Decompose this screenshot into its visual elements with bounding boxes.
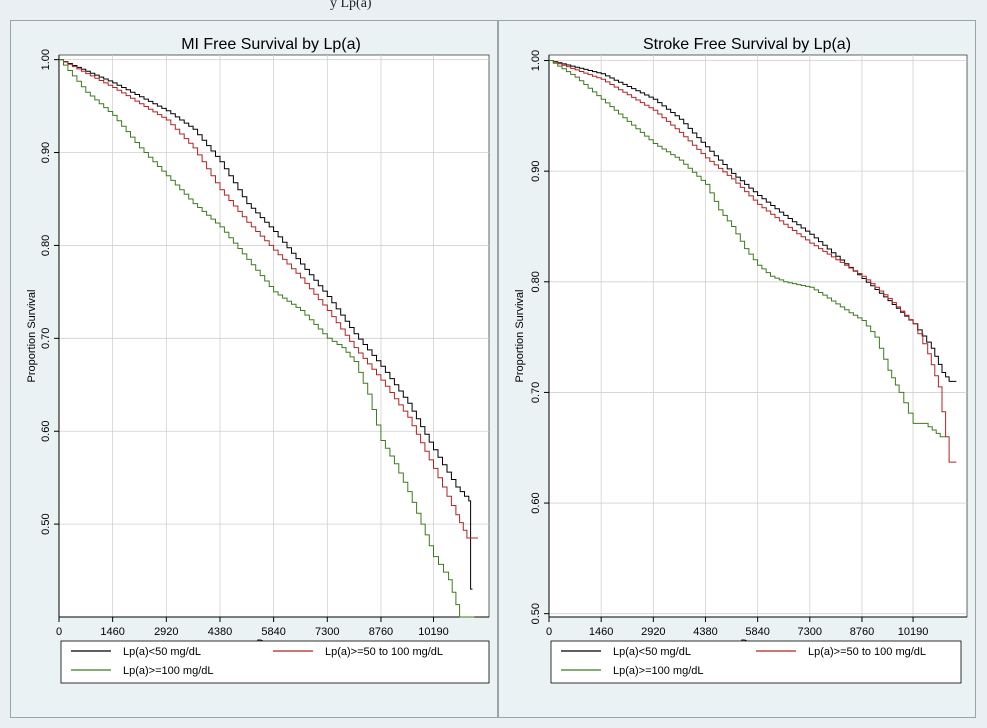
x-tick-label: 10190 <box>418 626 449 638</box>
series-line-lt50 <box>549 60 957 382</box>
x-tick-label: 2920 <box>154 626 178 638</box>
series-line-50to100 <box>59 59 478 539</box>
x-tick-label: 1460 <box>589 626 613 638</box>
x-tick-label: 7300 <box>798 626 822 638</box>
x-tick-label: 7300 <box>315 626 339 638</box>
legend-label: Lp(a)<50 mg/dL <box>613 646 691 658</box>
y-tick-label: 0.60 <box>530 492 542 513</box>
series-line-50to100 <box>549 60 957 463</box>
legend-box <box>550 640 962 684</box>
chart-panel-stroke: Stroke Free Survival by Lp(a) 0 1460 2920 43… <box>498 20 976 718</box>
legend-label: Lp(a)>=50 to 100 mg/dL <box>808 646 926 658</box>
y-tick-label: 0.80 <box>530 271 542 292</box>
chart-mi-svg: MI Free Survival by Lp(a) 0 1460 2920 4380 58… <box>26 36 490 684</box>
x-tick-label: 5840 <box>745 626 769 638</box>
x-tick-label: 10190 <box>898 626 929 638</box>
y-axis-label: Proportion Survival <box>26 290 38 383</box>
series-line-ge100 <box>59 59 475 618</box>
legend-label: Lp(a)<50 mg/dL <box>123 646 201 658</box>
y-tick-label: 0.50 <box>530 603 542 624</box>
series-line-ge100 <box>549 60 946 438</box>
chart-stroke-svg: Stroke Free Survival by Lp(a) 0 1460 2920 43… <box>514 36 968 684</box>
top-strip: y Lp(a) <box>0 0 987 18</box>
x-tick-label: 8760 <box>850 626 874 638</box>
x-tick-label: 8760 <box>369 626 393 638</box>
y-tick-label: 0.90 <box>530 160 542 181</box>
x-tick-label: 1460 <box>100 626 124 638</box>
y-tick-label: 0.90 <box>40 142 52 163</box>
y-tick-label: 0.60 <box>40 421 52 442</box>
y-axis-label: Proportion Survival <box>514 290 526 383</box>
x-tick-label: 4380 <box>693 626 717 638</box>
x-tick-label: 5840 <box>261 626 285 638</box>
series-line-lt50 <box>59 59 473 590</box>
x-tick-label: 2920 <box>641 626 665 638</box>
y-tick-label: 1.00 <box>40 49 52 70</box>
legend-box <box>60 640 490 684</box>
x-tick-label: 0 <box>56 626 62 638</box>
y-tick-label: 1.00 <box>530 50 542 71</box>
chart-panel-mi: MI Free Survival by Lp(a) 0 1460 2920 4380 58… <box>10 20 498 718</box>
x-tick-label: 4380 <box>208 626 232 638</box>
legend-label: Lp(a)>=100 mg/dL <box>123 665 214 677</box>
legend-label: Lp(a)>=50 to 100 mg/dL <box>325 646 443 658</box>
legend-label: Lp(a)>=100 mg/dL <box>613 665 704 677</box>
top-strip-text: y Lp(a) <box>330 0 372 11</box>
y-tick-label: 0.70 <box>530 382 542 403</box>
x-tick-label: 0 <box>546 626 552 638</box>
chart-title: MI Free Survival by Lp(a) <box>181 36 361 53</box>
y-tick-label: 0.50 <box>40 513 52 534</box>
chart-title: Stroke Free Survival by Lp(a) <box>643 36 851 53</box>
y-tick-label: 0.80 <box>40 235 52 256</box>
y-tick-label: 0.70 <box>40 328 52 349</box>
